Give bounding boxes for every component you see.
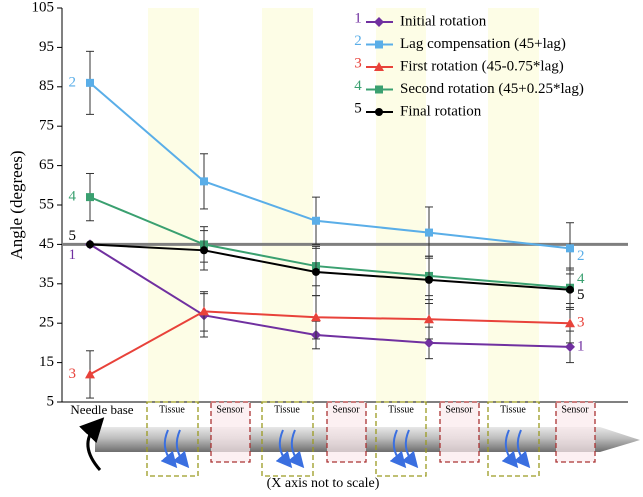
- base-label: Needle base: [70, 402, 133, 417]
- point: [566, 244, 574, 253]
- y-tick-label: 75: [39, 118, 54, 134]
- tissue-label: Tissue: [159, 404, 185, 415]
- point: [85, 369, 95, 379]
- series-number: 3: [69, 366, 77, 382]
- sensor-label: Sensor: [561, 404, 589, 415]
- series-number: 4: [69, 189, 77, 205]
- sensor-label: Sensor: [332, 404, 360, 415]
- point: [312, 267, 320, 276]
- point: [425, 275, 433, 284]
- point: [425, 228, 433, 237]
- point: [199, 306, 209, 316]
- y-tick-label: 25: [39, 315, 54, 331]
- y-tick-label: 95: [39, 39, 54, 55]
- scale-note: (X axis not to scale): [267, 476, 380, 491]
- legend-label: Lag compensation (45+lag): [400, 36, 566, 52]
- series-number: 4: [577, 271, 585, 287]
- tissue-bands: [148, 8, 539, 402]
- point: [375, 108, 383, 116]
- series-number: 3: [577, 315, 585, 331]
- point: [200, 246, 208, 255]
- point: [374, 17, 384, 27]
- legend-number: 3: [354, 55, 362, 71]
- legend-number: 1: [354, 10, 362, 26]
- series-number: 1: [69, 247, 77, 263]
- series-number: 1: [577, 338, 585, 354]
- tissue-label: Tissue: [500, 404, 526, 415]
- point: [312, 216, 320, 225]
- series-number: 2: [577, 248, 585, 264]
- point: [565, 341, 575, 352]
- y-tick-label: 45: [39, 236, 54, 252]
- point: [375, 40, 383, 49]
- y-tick-label: 35: [39, 275, 54, 291]
- point: [424, 337, 434, 348]
- point: [200, 177, 208, 186]
- point: [86, 78, 94, 87]
- y-tick-label: 55: [39, 196, 54, 212]
- y-tick-label: 85: [39, 78, 54, 94]
- y-axis-title: Angle (degrees): [7, 150, 26, 259]
- legend-number: 2: [354, 33, 362, 49]
- legend-label: Second rotation (45+0.25*lag): [400, 81, 584, 97]
- series-number: 5: [577, 287, 585, 303]
- point: [86, 193, 94, 202]
- legend-label: First rotation (45-0.75*lag): [400, 58, 564, 74]
- y-tick-label: 65: [39, 157, 54, 173]
- series-number: 2: [69, 74, 77, 90]
- legend-number: 5: [354, 100, 362, 116]
- point: [311, 312, 321, 322]
- point: [86, 240, 94, 249]
- sensor-label: Sensor: [216, 404, 244, 415]
- y-tick-label: 15: [39, 354, 54, 370]
- needle-diagram: Needle base Tissue Tissue Tissue Tissue …: [70, 401, 640, 491]
- legend-label: Final rotation: [400, 103, 482, 119]
- tissue-label: Tissue: [388, 404, 414, 415]
- legend-number: 4: [354, 78, 362, 94]
- series-number: 5: [69, 228, 77, 244]
- sensor-label: Sensor: [445, 404, 473, 415]
- point: [565, 318, 575, 328]
- point: [375, 85, 383, 94]
- point: [374, 62, 384, 71]
- point: [566, 285, 574, 294]
- tissue-label: Tissue: [274, 404, 300, 415]
- y-tick-label: 5: [47, 393, 55, 409]
- point: [424, 314, 434, 324]
- y-tick-label: 105: [32, 0, 55, 15]
- legend-label: Initial rotation: [400, 13, 487, 29]
